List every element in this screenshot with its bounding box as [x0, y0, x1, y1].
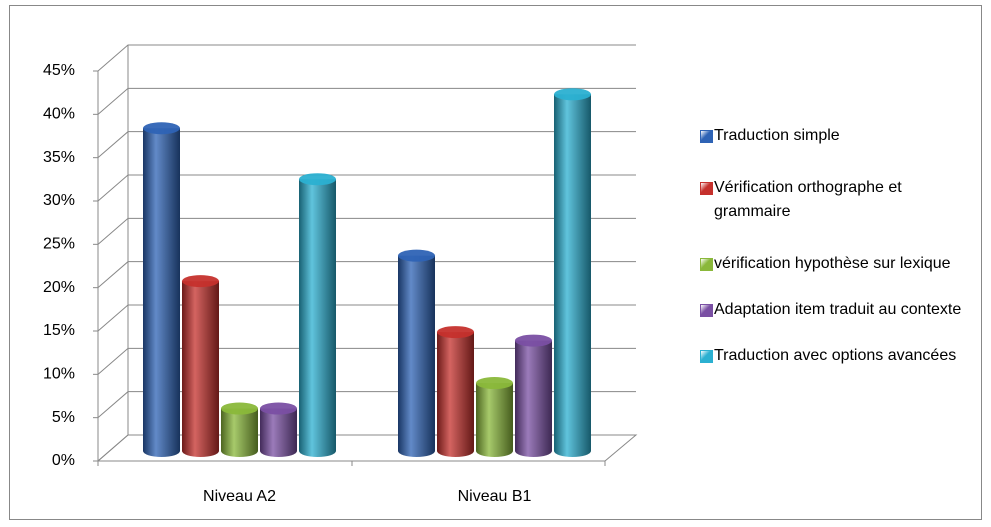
bar — [260, 408, 297, 451]
x-tick-label: Niveau A2 — [203, 488, 276, 505]
y-tick-label: 25% — [43, 236, 75, 253]
bar — [437, 332, 474, 451]
legend-swatch — [700, 182, 713, 195]
y-tick-label: 35% — [43, 149, 75, 166]
bar-top — [398, 249, 435, 262]
legend-label: Traduction avec options avancées — [714, 347, 957, 364]
bar-top — [299, 173, 336, 186]
bar-top — [260, 402, 297, 415]
legend-label: vérification hypothèse sur lexique — [714, 255, 951, 272]
bar-top — [182, 275, 219, 288]
legend-item: Traduction simple — [700, 124, 970, 148]
y-tick-label: 15% — [43, 322, 75, 339]
y-tick-label: 20% — [43, 279, 75, 296]
bar-top — [437, 326, 474, 339]
legend: Traduction simple Vérification orthograph… — [700, 124, 970, 368]
legend-swatch — [700, 130, 713, 143]
bar — [398, 255, 435, 451]
bar-top — [476, 377, 513, 390]
legend-item: Traduction avec options avancées — [700, 344, 970, 368]
y-tick-label: 0% — [52, 452, 75, 469]
legend-item: Adaptation item traduit au contexte — [700, 298, 970, 322]
y-tick-label: 10% — [43, 366, 75, 383]
bar — [515, 340, 552, 451]
bar — [476, 383, 513, 451]
bar-top — [221, 402, 258, 415]
bar — [143, 128, 180, 451]
bar — [182, 281, 219, 451]
bar-top — [554, 88, 591, 101]
legend-item: Vérification orthographe et grammaire — [700, 176, 970, 224]
legend-label: Traduction simple — [714, 127, 840, 144]
y-tick-label: 45% — [43, 62, 75, 79]
legend-item: vérification hypothèse sur lexique — [700, 252, 970, 276]
x-tick-label: Niveau B1 — [458, 488, 532, 505]
y-tick-label: 30% — [43, 192, 75, 209]
legend-swatch — [700, 258, 713, 271]
bar-top — [143, 122, 180, 135]
legend-swatch — [700, 304, 713, 317]
bar — [299, 179, 336, 452]
y-tick-label: 40% — [43, 106, 75, 123]
legend-label: Vérification orthographe et grammaire — [714, 179, 902, 220]
bar-top — [515, 334, 552, 347]
bar — [221, 408, 258, 451]
legend-swatch — [700, 350, 713, 363]
legend-label: Adaptation item traduit au contexte — [714, 301, 962, 318]
bar — [554, 94, 591, 451]
y-tick-label: 5% — [52, 409, 75, 426]
